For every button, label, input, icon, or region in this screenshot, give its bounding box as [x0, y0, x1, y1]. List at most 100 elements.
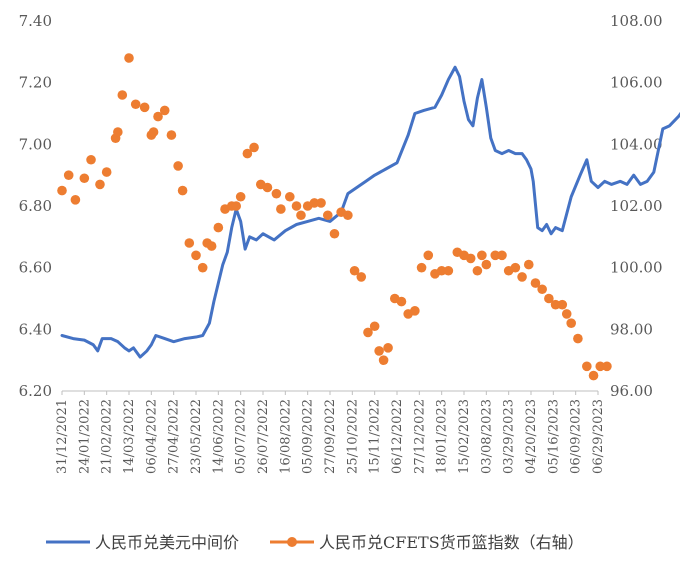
data-point-cfets-index — [322, 210, 333, 221]
x-tick-label: 04/20/2023 — [524, 399, 539, 474]
x-tick-label: 31/12/2021 — [55, 399, 70, 474]
data-point-cfets-index — [206, 241, 217, 251]
x-tick-label: 03/29/2023 — [502, 399, 517, 474]
data-point-cfets-index — [166, 130, 177, 140]
right-y-tick-label: 98.00 — [610, 320, 653, 338]
data-point-cfets-index — [510, 262, 521, 273]
left-y-tick-label: 7.20 — [19, 74, 52, 92]
data-point-cfets-index — [213, 222, 224, 233]
x-tick-label: 05/16/2023 — [546, 399, 561, 474]
data-point-cfets-index — [472, 265, 483, 276]
data-point-cfets-index — [329, 228, 340, 239]
left-y-tick-label: 7.00 — [19, 135, 52, 153]
data-point-cfets-index — [276, 204, 286, 214]
data-point-cfets-index — [573, 333, 583, 344]
data-point-cfets-index — [602, 361, 612, 372]
data-point-cfets-index — [465, 253, 476, 264]
x-tick-label: 27/04/2022 — [167, 399, 182, 474]
legend-marker-cfets-index — [287, 537, 297, 547]
series-line-usd-rate — [60, 65, 680, 359]
x-tick-label: 27/09/2022 — [323, 399, 338, 474]
data-point-cfets-index — [153, 111, 163, 122]
data-point-cfets-index — [490, 250, 501, 261]
right-y-tick-label: 100.00 — [610, 259, 663, 277]
right-y-tick-label: 102.00 — [610, 197, 663, 215]
data-point-cfets-index — [416, 262, 427, 273]
x-tick-label: 14/03/2022 — [122, 399, 137, 474]
legend-item-cfets-index: 人民币兑CFETS货币篮指数（右轴） — [270, 533, 584, 552]
x-tick-label: 18/01/2023 — [435, 399, 450, 474]
x-tick-label: 15/11/2022 — [368, 399, 383, 474]
data-point-cfets-index — [242, 148, 253, 159]
data-point-cfets-index — [436, 265, 447, 276]
x-tick-label: 21/02/2022 — [100, 399, 115, 474]
data-point-cfets-index — [130, 99, 141, 110]
data-point-cfets-index — [349, 265, 360, 276]
data-point-cfets-index — [410, 306, 420, 316]
data-point-cfets-index — [70, 195, 81, 205]
data-point-cfets-index — [316, 198, 326, 208]
data-point-cfets-index — [291, 201, 302, 211]
left-y-axis: 6.20 6.40 6.60 6.80 7.00 7.20 7.40 — [19, 12, 52, 400]
left-y-tick-label: 7.40 — [19, 12, 52, 30]
right-y-axis: 96.00 98.00 100.00 102.00 104.00 106.00 108.00 — [610, 12, 663, 400]
legend-label-usd-rate: 人民币兑美元中间价 — [95, 533, 239, 552]
data-point-cfets-index — [191, 250, 201, 261]
x-tick-label: 03/08/2023 — [479, 399, 494, 474]
data-point-cfets-index — [113, 127, 123, 137]
series-layer — [57, 53, 680, 381]
data-point-cfets-index — [235, 191, 246, 202]
data-point-cfets-index — [595, 361, 606, 372]
left-y-tick-label: 6.20 — [19, 382, 52, 400]
data-point-cfets-index — [249, 142, 259, 153]
data-point-cfets-index — [369, 321, 380, 332]
x-tick-label: 06/09/2023 — [569, 399, 584, 474]
right-y-tick-label: 96.00 — [610, 382, 653, 400]
x-tick-label: 23/05/2022 — [189, 399, 204, 474]
data-point-cfets-index — [363, 327, 373, 338]
x-tick-label: 15/02/2023 — [457, 399, 472, 474]
legend: 人民币兑美元中间价 人民币兑CFETS货币篮指数（右轴） — [46, 533, 584, 552]
data-point-cfets-index — [296, 210, 306, 221]
legend-item-usd-rate: 人民币兑美元中间价 — [46, 533, 239, 552]
right-y-tick-label: 106.00 — [610, 74, 663, 92]
x-tick-label: 24/01/2022 — [77, 399, 92, 474]
data-point-cfets-index — [557, 299, 568, 310]
x-axis: 31/12/2021 24/01/2022 21/02/2022 14/03/2022… — [55, 391, 606, 474]
data-point-cfets-index — [309, 198, 320, 208]
data-point-cfets-index — [443, 265, 454, 276]
data-point-cfets-index — [117, 90, 128, 100]
data-point-cfets-index — [285, 191, 295, 202]
data-point-cfets-index — [343, 210, 353, 221]
left-y-tick-label: 6.60 — [19, 259, 52, 277]
data-point-cfets-index — [148, 127, 159, 137]
x-tick-label: 06/29/2023 — [591, 399, 606, 474]
data-point-cfets-index — [423, 250, 434, 261]
right-y-tick-label: 104.00 — [610, 135, 663, 153]
data-point-cfets-index — [481, 259, 492, 270]
x-tick-label: 16/08/2022 — [278, 399, 293, 474]
data-point-cfets-index — [139, 102, 150, 113]
data-point-cfets-index — [523, 259, 534, 270]
data-point-cfets-index — [95, 179, 105, 190]
data-point-cfets-index — [378, 355, 389, 365]
data-point-cfets-index — [517, 272, 527, 282]
data-point-cfets-index — [550, 299, 561, 310]
legend-label-cfets-index: 人民币兑CFETS货币篮指数（右轴） — [319, 533, 584, 552]
x-tick-label: 06/12/2022 — [390, 399, 405, 474]
data-point-cfets-index — [561, 309, 572, 319]
data-point-cfets-index — [177, 185, 188, 196]
x-tick-label: 06/04/2022 — [144, 399, 159, 474]
data-point-cfets-index — [159, 105, 170, 116]
data-point-cfets-index — [544, 293, 554, 304]
data-point-cfets-index — [396, 296, 407, 307]
data-point-cfets-index — [173, 161, 183, 171]
data-point-cfets-index — [86, 154, 96, 165]
data-point-cfets-index — [197, 262, 208, 273]
data-point-cfets-index — [582, 361, 592, 372]
x-tick-label: 27/12/2022 — [412, 399, 427, 474]
data-point-cfets-index — [63, 170, 74, 180]
data-point-cfets-index — [356, 272, 367, 282]
data-point-cfets-index — [588, 370, 599, 381]
